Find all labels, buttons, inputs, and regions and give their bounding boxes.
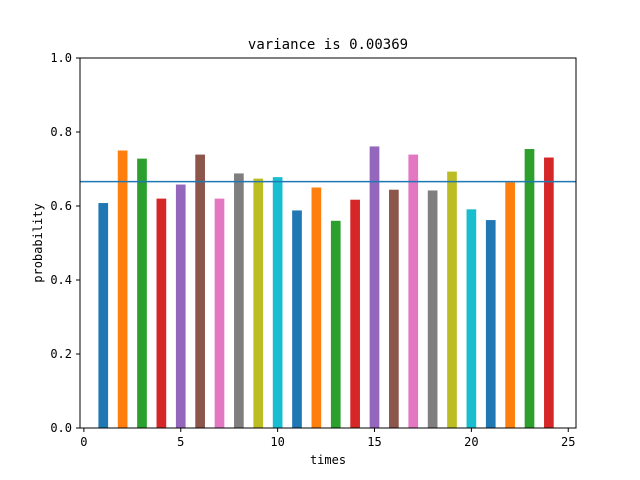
bar-20 [466, 209, 477, 428]
bar-15 [369, 146, 380, 428]
plot-frame [79, 57, 577, 429]
x-tick-label-15: 15 [367, 435, 381, 449]
bar-22 [505, 182, 515, 428]
x-axis-label: times [310, 453, 346, 467]
bar-23 [524, 149, 535, 428]
bar-17 [408, 154, 419, 428]
bar-10 [272, 177, 283, 428]
bar-9 [253, 178, 264, 428]
bar-16 [389, 189, 399, 428]
bar-24 [544, 157, 554, 428]
bar-3 [137, 158, 147, 428]
bar-8 [234, 173, 244, 428]
bar-19 [447, 171, 457, 428]
x-tick-label-20: 20 [464, 435, 478, 449]
bar-5 [175, 184, 186, 428]
y-tick-label-0.4: 0.4 [50, 273, 72, 287]
bar-1 [98, 203, 109, 428]
y-tick-label-0: 0.0 [50, 421, 72, 435]
x-tick-label-10: 10 [270, 435, 284, 449]
bar-14 [350, 199, 360, 428]
bar-21 [485, 220, 496, 428]
bar-6 [195, 154, 205, 428]
bar-18 [427, 190, 438, 428]
y-tick-label-0.6: 0.6 [50, 199, 72, 213]
bar-7 [214, 198, 225, 428]
bars-group [98, 146, 554, 428]
chart-title: variance is 0.00369 [248, 37, 408, 53]
bar-2 [117, 150, 128, 428]
x-tick-label-25: 25 [561, 435, 575, 449]
y-tick-label-0.8: 0.8 [50, 125, 72, 139]
bar-11 [292, 210, 302, 428]
bar-12 [311, 187, 322, 428]
y-tick-label-0.2: 0.2 [50, 347, 72, 361]
x-axis-ticks: 0 5 10 15 20 25 [80, 428, 575, 449]
y-axis-label: probability [31, 203, 45, 282]
x-tick-label-5: 5 [177, 435, 184, 449]
y-axis-ticks: 0.0 0.2 0.4 0.6 0.8 1.0 [50, 51, 80, 435]
y-tick-label-1: 1.0 [50, 51, 72, 65]
x-tick-label-0: 0 [80, 435, 87, 449]
bar-4 [156, 198, 167, 428]
bar-13 [330, 220, 341, 428]
